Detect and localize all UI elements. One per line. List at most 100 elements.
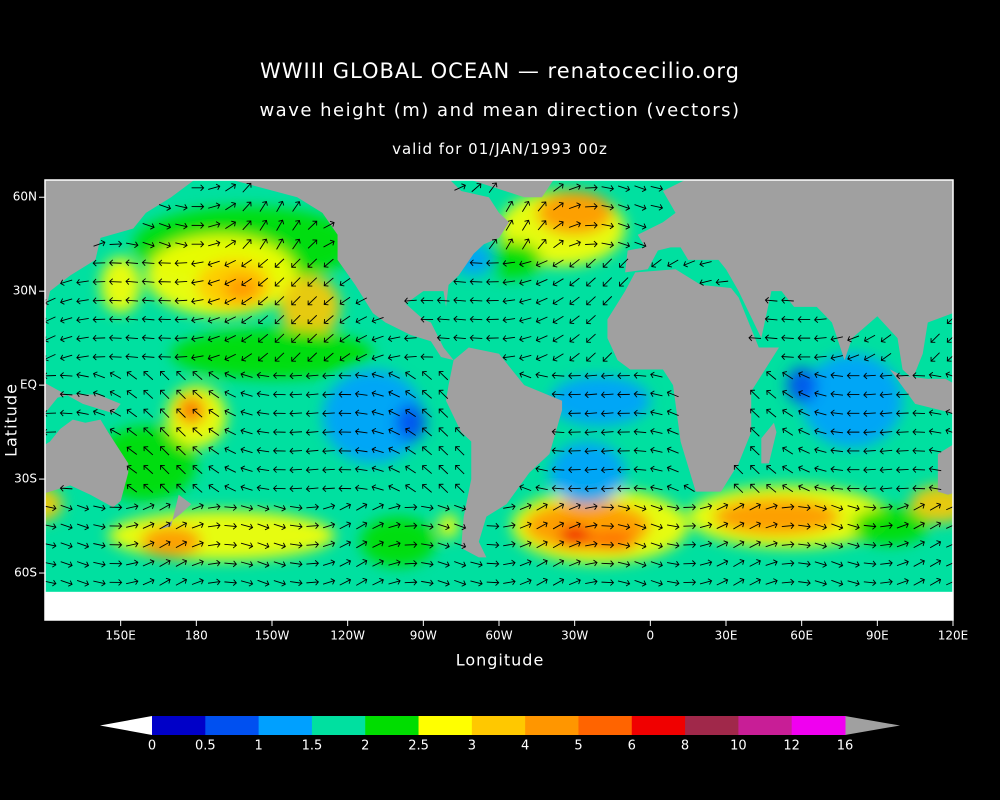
wave-vector [322, 410, 335, 417]
wave-vector [617, 523, 631, 531]
wave-vector [945, 409, 953, 416]
wave-vector [930, 333, 940, 343]
wave-vector [814, 580, 827, 587]
wave-vector [814, 465, 827, 473]
wave-vector [946, 521, 953, 529]
wave-vector [585, 540, 598, 548]
wave-vector [158, 222, 172, 230]
wave-vector [667, 560, 680, 568]
colorbar-label: 5 [574, 739, 582, 754]
wave-vector [436, 297, 450, 304]
wave-vector [175, 577, 188, 586]
wave-vector [765, 540, 778, 548]
wave-vector [158, 297, 171, 304]
wave-vector [109, 408, 122, 417]
wave-vector [355, 297, 368, 306]
wave-vector [519, 317, 532, 324]
wave-vector [930, 352, 940, 362]
wave-vector [141, 278, 155, 285]
wave-vector [126, 408, 138, 418]
wave-vector [272, 372, 286, 379]
wave-vector [782, 427, 794, 436]
wave-vector [798, 446, 810, 454]
colorbar-label: 1.5 [302, 739, 323, 754]
wave-vector [568, 540, 581, 548]
wave-vector [356, 559, 368, 567]
wave-vector [568, 410, 581, 417]
wave-vector [207, 279, 220, 286]
wave-vector [846, 485, 860, 492]
wave-vector [830, 372, 844, 379]
wave-vector [880, 334, 892, 343]
wave-vector [224, 259, 236, 268]
wave-vector [814, 371, 827, 379]
wave-vector [307, 239, 318, 249]
wave-vector [289, 447, 303, 455]
y-tick-label: EQ [20, 378, 37, 392]
wave-vector [208, 483, 220, 493]
wave-vector [863, 541, 877, 549]
colorbar-label: 4 [521, 739, 529, 754]
wave-vector [126, 389, 138, 399]
wave-vector [125, 315, 139, 323]
wave-vector [846, 447, 860, 455]
wave-vector [633, 466, 647, 473]
wave-vector [928, 409, 942, 417]
wave-vector [454, 523, 467, 531]
wave-vector [258, 296, 269, 306]
wave-vector [750, 408, 760, 418]
wave-vector [553, 220, 564, 230]
wave-vector [569, 277, 580, 287]
wave-vector [305, 485, 319, 493]
wave-vector [141, 297, 155, 304]
wave-vector [438, 371, 449, 381]
wave-vector [240, 561, 254, 568]
wave-vector [863, 523, 877, 530]
wave-vector [585, 522, 598, 529]
wave-vector [750, 446, 760, 456]
wave-vector [143, 408, 154, 418]
wave-vector [420, 353, 434, 361]
wave-vector [601, 504, 615, 511]
wave-vector [519, 335, 532, 343]
wave-vector [535, 260, 548, 268]
wave-blob [549, 375, 651, 426]
wave-vector [242, 182, 252, 193]
wave-vector [388, 521, 401, 529]
wave-vector [455, 446, 465, 456]
wave-vector [208, 465, 220, 474]
wave-vector [306, 560, 320, 567]
wave-vector [356, 521, 368, 530]
wave-vector [913, 577, 925, 586]
wave-vector [93, 542, 106, 549]
wave-vector [371, 354, 384, 362]
wave-vector [585, 240, 598, 248]
wave-vector [292, 238, 301, 250]
wave-vector [76, 561, 90, 568]
wave-vector [92, 316, 106, 323]
wave-vector [584, 485, 598, 493]
wave-vector [356, 577, 368, 586]
wave-vector [831, 579, 844, 587]
wave-vector [191, 184, 205, 192]
wave-vector [749, 577, 761, 586]
wave-vector [813, 316, 827, 324]
wave-vector [879, 447, 893, 455]
wave-vector [847, 335, 860, 343]
wave-vector [59, 484, 73, 492]
wave-vector [224, 541, 238, 549]
wave-vector [93, 523, 106, 530]
wave-vector [650, 523, 663, 531]
wave-vector [782, 446, 794, 455]
wave-vector [322, 521, 336, 529]
wave-blob [224, 275, 260, 301]
wave-vector [945, 371, 953, 379]
colorbar-segment [791, 716, 846, 735]
wave-vector [76, 316, 89, 324]
wave-vector [486, 334, 499, 342]
wave-vector [830, 390, 844, 398]
wave-vector [93, 504, 106, 512]
wave-vector [814, 390, 827, 397]
wave-vector [912, 428, 926, 436]
wave-vector [602, 277, 613, 287]
